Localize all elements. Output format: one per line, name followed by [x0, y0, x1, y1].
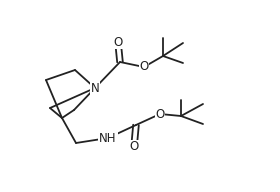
Text: O: O: [139, 60, 149, 74]
Text: N: N: [91, 81, 99, 94]
Text: O: O: [113, 36, 123, 49]
Text: NH: NH: [99, 132, 117, 145]
Text: O: O: [129, 141, 139, 153]
Text: O: O: [155, 108, 165, 121]
